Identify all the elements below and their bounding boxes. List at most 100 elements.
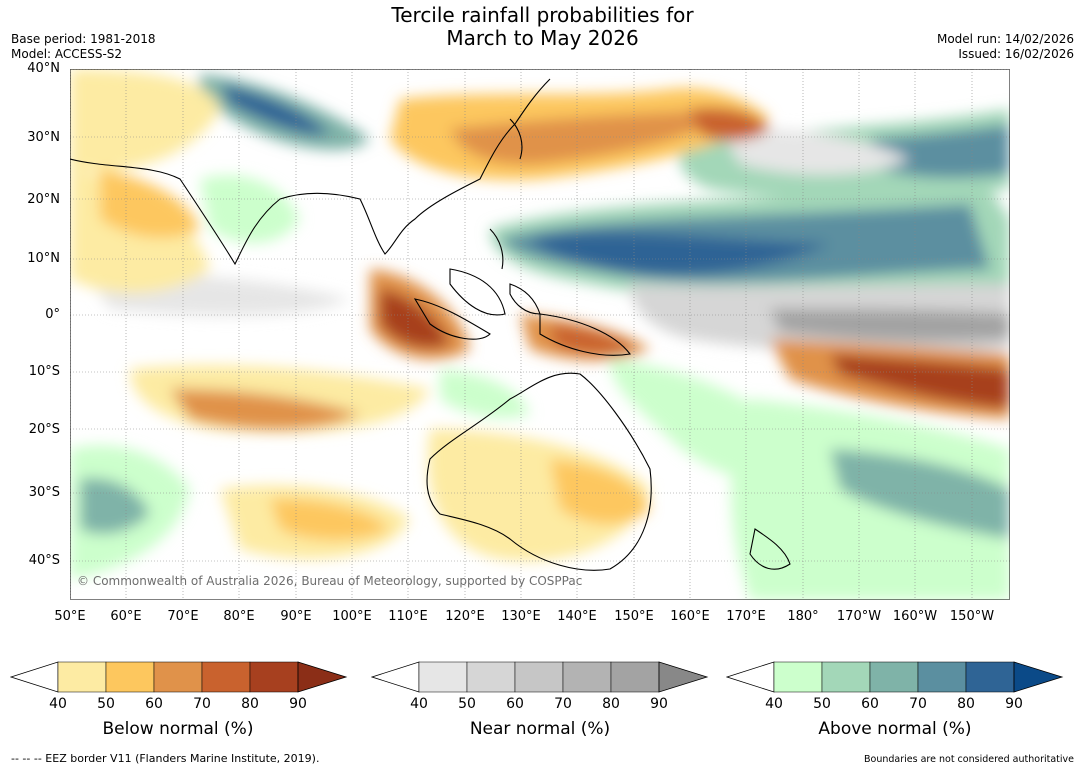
region-above-south-indian-core <box>80 478 150 534</box>
boundaries-disclaimer: Boundaries are not considered authoritat… <box>864 754 1074 765</box>
coastline-asia <box>70 78 551 266</box>
eez-footnote: -- -- -- EEZ border V11 (Flanders Marine… <box>11 752 320 765</box>
lon-label: 150°E <box>614 609 654 624</box>
metadata-left: Base period: 1981-2018 Model: ACCESS-S2 <box>11 32 156 62</box>
colorbar-tick-label: 80 <box>957 696 975 712</box>
region-below-east-australia <box>550 459 650 524</box>
lat-label: 10°N <box>27 251 60 266</box>
lon-label: 90°E <box>280 609 312 624</box>
region-above-bay-of-bengal <box>200 175 300 243</box>
region-below-east-asia-core <box>690 107 770 141</box>
colorbar-tick-label: 50 <box>97 696 115 712</box>
colorbar-below-normal <box>10 661 348 693</box>
colorbar-segment <box>57 661 107 693</box>
model-run: Model run: 14/02/2026 <box>936 32 1074 46</box>
base-period: Base period: 1981-2018 <box>11 32 156 46</box>
region-below-arabian-core <box>100 169 200 238</box>
gridlines <box>70 69 1010 600</box>
colorbar-segment <box>418 661 468 693</box>
lon-label: 160°W <box>892 609 938 624</box>
region-above-north-pacific-core <box>870 124 1010 178</box>
colorbar-tick-label: 90 <box>650 696 668 712</box>
rainfall-probability-map <box>70 69 1010 600</box>
colorbar-segment <box>562 661 612 693</box>
region-near-equatorial-pacific-core <box>770 309 1010 342</box>
colorbar-tick-label: 50 <box>458 696 476 712</box>
issued-date: Issued: 16/02/2026 <box>958 47 1074 61</box>
lon-label: 110°E <box>388 609 428 624</box>
colorbar-segment <box>249 661 299 693</box>
colorbar-title-below: Below normal (%) <box>102 719 254 739</box>
colorbar-segment <box>514 661 564 693</box>
chart-title: Tercile rainfall probabilities for March… <box>0 4 1085 50</box>
region-below-australia <box>428 429 650 561</box>
coastline-sumatra-java <box>413 298 491 340</box>
title-line-2: March to May 2026 <box>446 26 639 50</box>
colorbar-arrow-high <box>658 661 709 693</box>
coastline-australia <box>426 372 652 571</box>
colorbar-tick-label: 60 <box>506 696 524 712</box>
lon-label: 80°E <box>223 609 255 624</box>
model-name: Model: ACCESS-S2 <box>11 47 123 61</box>
region-above-himalaya-core <box>220 84 330 135</box>
region-below-new-guinea-core <box>550 324 635 354</box>
coastline-japan <box>509 118 523 160</box>
colorbar-segment <box>610 661 660 693</box>
colorbar-near-normal <box>371 661 709 693</box>
region-near-north-pacific <box>720 128 910 175</box>
colorbar-segment <box>773 661 823 693</box>
region-below-bight-core <box>270 498 390 541</box>
colorbar-tick-label: 50 <box>813 696 831 712</box>
colorbar-segment <box>466 661 516 693</box>
lat-label: 40°N <box>27 61 60 76</box>
colorbar-title-near: Near normal (%) <box>469 719 611 739</box>
title-line-1: Tercile rainfall probabilities for <box>391 3 694 27</box>
colorbar-segment <box>201 661 251 693</box>
colorbar-segment <box>153 661 203 693</box>
region-above-west-pacific-core <box>530 232 830 275</box>
colorbar-tick-label: 70 <box>554 696 572 712</box>
colorbar-segment <box>105 661 155 693</box>
colorbar-tick-label: 80 <box>241 696 259 712</box>
colorbar-tick-label: 60 <box>145 696 163 712</box>
region-above-timor <box>440 369 530 419</box>
lat-label: 30°N <box>27 130 60 145</box>
colorbar-tick-label: 90 <box>289 696 307 712</box>
lat-label: 30°S <box>28 485 60 500</box>
colorbar-segment <box>965 661 1015 693</box>
lon-label: 120°E <box>445 609 485 624</box>
region-below-south-indian-core <box>170 389 360 430</box>
copyright-notice: © Commonwealth of Australia 2026, Bureau… <box>77 574 583 588</box>
map-frame <box>70 69 1010 600</box>
region-below-borneo-core <box>380 289 450 348</box>
coastline-new-zealand <box>749 528 791 570</box>
lat-label: 10°S <box>28 364 60 379</box>
colorbar-arrow-low <box>10 661 59 693</box>
coastline-borneo <box>449 268 506 316</box>
coastline-new-guinea <box>539 313 631 356</box>
lat-label: 40°S <box>28 553 60 568</box>
lon-label: 160°E <box>670 609 710 624</box>
colorbar-segment <box>869 661 919 693</box>
region-below-south-pacific-core <box>830 354 1010 409</box>
lon-label: 130°E <box>501 609 541 624</box>
lon-label: 170°W <box>836 609 882 624</box>
colorbar-segment <box>821 661 871 693</box>
lat-label: 20°S <box>28 422 60 437</box>
lon-label: 170°E <box>726 609 766 624</box>
lon-label: 70°E <box>167 609 199 624</box>
lat-label: 20°N <box>27 192 60 207</box>
colorbar-arrow-high <box>1013 661 1064 693</box>
coastline-philippines <box>489 228 504 270</box>
lon-label: 100°E <box>332 609 372 624</box>
colorbar-tick-label: 40 <box>765 696 783 712</box>
lon-label: 180° <box>787 609 819 624</box>
colorbar-tick-label: 40 <box>49 696 67 712</box>
colorbar-tick-label: 70 <box>909 696 927 712</box>
colorbar-arrow-high <box>297 661 348 693</box>
colorbar-arrow-low <box>371 661 420 693</box>
colorbar-segment <box>917 661 967 693</box>
colorbar-tick-label: 90 <box>1005 696 1023 712</box>
region-below-east-asia-mid <box>450 109 730 165</box>
metadata-right: Model run: 14/02/2026 Issued: 16/02/2026 <box>937 32 1074 62</box>
